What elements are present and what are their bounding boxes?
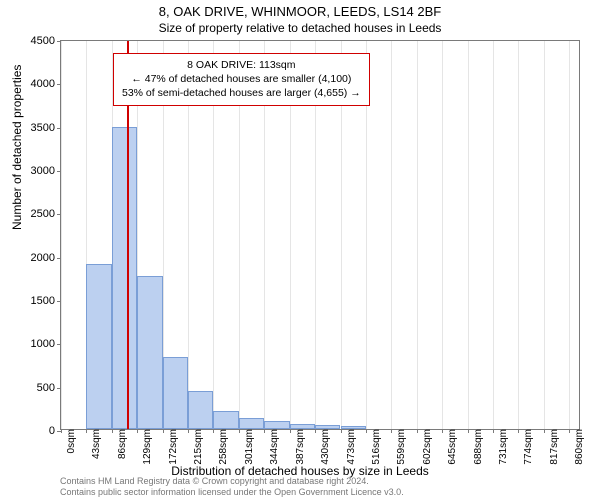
ytick-mark <box>57 41 61 42</box>
xtick-mark <box>391 429 392 433</box>
chart-plot-area: 8 OAK DRIVE: 113sqm← 47% of detached hou… <box>60 40 580 430</box>
xtick-label: 129sqm <box>140 429 153 465</box>
x-gridline <box>493 41 494 429</box>
x-gridline <box>417 41 418 429</box>
xtick-mark <box>493 429 494 433</box>
xtick-label: 215sqm <box>191 429 204 465</box>
xtick-mark <box>61 429 62 433</box>
credits: Contains HM Land Registry data © Crown c… <box>60 476 580 498</box>
histogram-bar <box>137 276 162 429</box>
xtick-label: 172sqm <box>166 429 179 465</box>
page-subtitle: Size of property relative to detached ho… <box>0 21 600 35</box>
page-title: 8, OAK DRIVE, WHINMOOR, LEEDS, LS14 2BF <box>0 4 600 19</box>
x-gridline <box>544 41 545 429</box>
xtick-mark <box>315 429 316 433</box>
ytick-mark <box>57 344 61 345</box>
xtick-mark <box>468 429 469 433</box>
xtick-mark <box>518 429 519 433</box>
xtick-mark <box>86 429 87 433</box>
xtick-mark <box>341 429 342 433</box>
y-axis-label: Number of detached properties <box>10 65 24 230</box>
xtick-mark <box>569 429 570 433</box>
ytick-mark <box>57 84 61 85</box>
xtick-mark <box>213 429 214 433</box>
info-box: 8 OAK DRIVE: 113sqm← 47% of detached hou… <box>113 53 370 106</box>
xtick-label: 602sqm <box>420 429 433 465</box>
x-gridline <box>569 41 570 429</box>
credits-line-1: Contains HM Land Registry data © Crown c… <box>60 476 580 487</box>
xtick-label: 86sqm <box>115 429 128 459</box>
xtick-label: 559sqm <box>394 429 407 465</box>
x-gridline <box>518 41 519 429</box>
xtick-mark <box>188 429 189 433</box>
x-gridline <box>442 41 443 429</box>
histogram-bar <box>86 264 111 429</box>
xtick-label: 301sqm <box>242 429 255 465</box>
xtick-mark <box>112 429 113 433</box>
x-gridline <box>61 41 62 429</box>
info-line-1: 8 OAK DRIVE: 113sqm <box>122 58 361 72</box>
xtick-label: 860sqm <box>572 429 585 465</box>
histogram-bar <box>163 357 188 429</box>
xtick-label: 0sqm <box>64 429 77 453</box>
xtick-label: 731sqm <box>496 429 509 465</box>
xtick-label: 645sqm <box>445 429 458 465</box>
xtick-label: 258sqm <box>216 429 229 465</box>
ytick-mark <box>57 214 61 215</box>
credits-line-2: Contains public sector information licen… <box>60 487 580 498</box>
info-line-2: ← 47% of detached houses are smaller (4,… <box>122 72 361 86</box>
ytick-mark <box>57 388 61 389</box>
xtick-mark <box>264 429 265 433</box>
histogram-bar <box>264 421 289 429</box>
xtick-mark <box>366 429 367 433</box>
histogram-bar <box>188 391 213 429</box>
xtick-mark <box>442 429 443 433</box>
xtick-label: 774sqm <box>521 429 534 465</box>
histogram-bar <box>112 127 137 429</box>
xtick-label: 387sqm <box>293 429 306 465</box>
ytick-mark <box>57 301 61 302</box>
xtick-mark <box>417 429 418 433</box>
histogram-bar <box>213 411 238 429</box>
xtick-label: 344sqm <box>267 429 280 465</box>
ytick-mark <box>57 128 61 129</box>
xtick-mark <box>544 429 545 433</box>
xtick-label: 473sqm <box>344 429 357 465</box>
xtick-label: 688sqm <box>471 429 484 465</box>
xtick-label: 516sqm <box>369 429 382 465</box>
xtick-label: 43sqm <box>89 429 102 459</box>
xtick-mark <box>163 429 164 433</box>
x-gridline <box>468 41 469 429</box>
histogram-bar <box>239 418 264 429</box>
xtick-mark <box>239 429 240 433</box>
xtick-mark <box>137 429 138 433</box>
xtick-mark <box>290 429 291 433</box>
xtick-label: 430sqm <box>318 429 331 465</box>
info-line-3: 53% of semi-detached houses are larger (… <box>122 86 361 100</box>
x-gridline <box>391 41 392 429</box>
ytick-mark <box>57 171 61 172</box>
xtick-label: 817sqm <box>547 429 560 465</box>
ytick-mark <box>57 258 61 259</box>
